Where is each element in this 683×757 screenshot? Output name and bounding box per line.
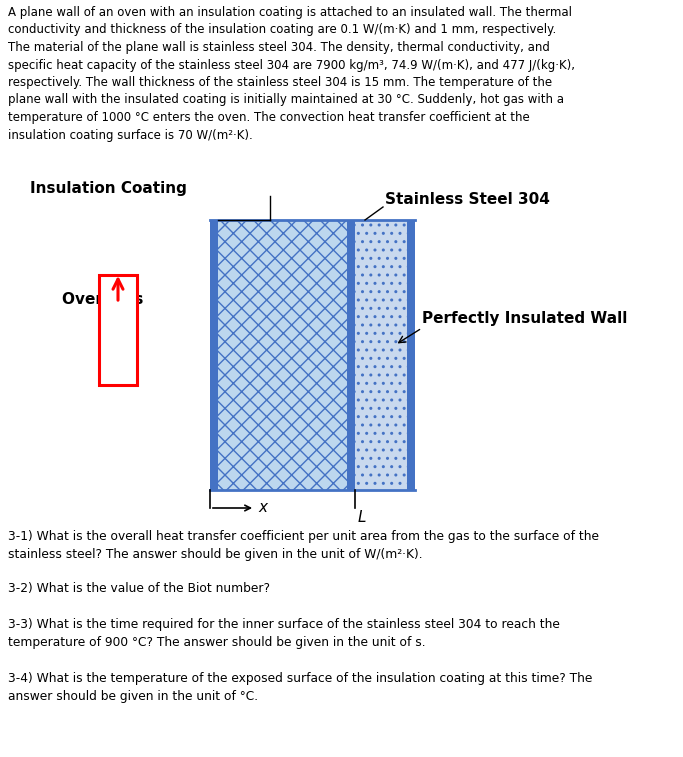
Text: Stainless Steel 304: Stainless Steel 304 [385, 192, 550, 207]
Text: 3-2) What is the value of the Biot number?: 3-2) What is the value of the Biot numbe… [8, 582, 270, 595]
Bar [407, 220, 415, 490]
Text: x: x [258, 500, 267, 516]
Text: Perfectly Insulated Wall: Perfectly Insulated Wall [422, 310, 628, 326]
Bar [210, 220, 355, 490]
Text: A plane wall of an oven with an insulation coating is attached to an insulated w: A plane wall of an oven with an insulati… [8, 6, 575, 142]
Text: 3-4) What is the temperature of the exposed surface of the insulation coating at: 3-4) What is the temperature of the expo… [8, 672, 592, 703]
Bar [347, 220, 355, 490]
Text: 3-1) What is the overall heat transfer coefficient per unit area from the gas to: 3-1) What is the overall heat transfer c… [8, 530, 599, 561]
Text: 3-3) What is the time required for the inner surface of the stainless steel 304 : 3-3) What is the time required for the i… [8, 618, 560, 649]
Text: Oven Gas: Oven Gas [62, 292, 143, 307]
Bar [99, 275, 137, 385]
Text: L: L [358, 510, 367, 525]
Text: Insulation Coating: Insulation Coating [30, 181, 187, 196]
Bar [99, 275, 137, 385]
Bar [355, 220, 415, 490]
Bar [210, 220, 218, 490]
